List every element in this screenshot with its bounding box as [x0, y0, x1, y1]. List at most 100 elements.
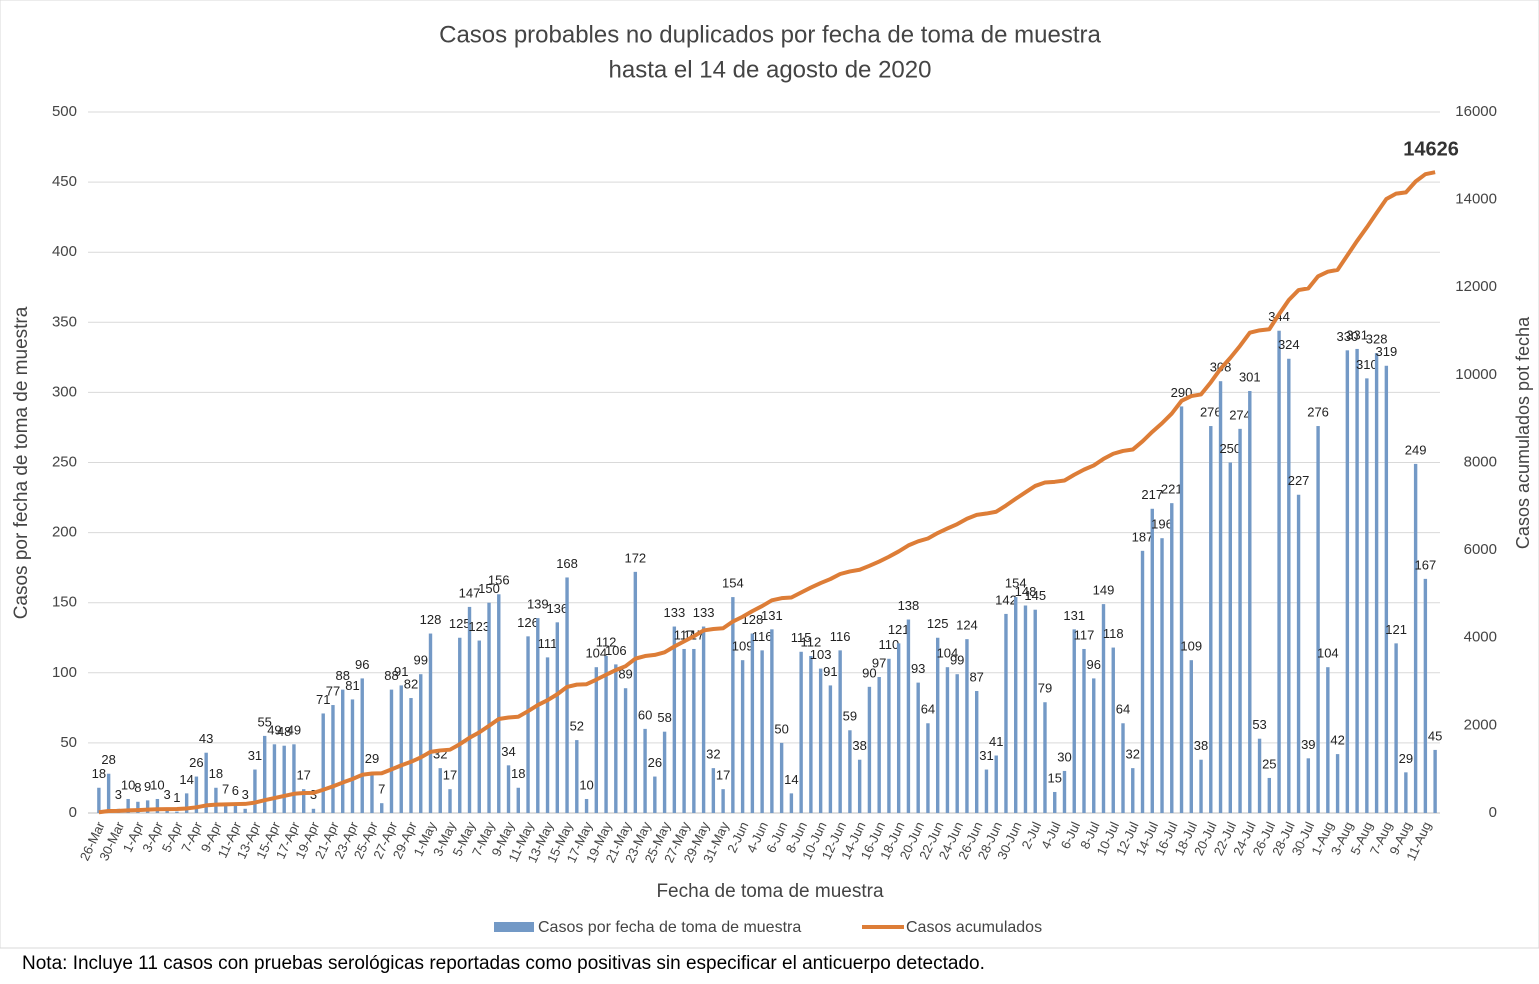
y2-tick-label: 0 [1489, 804, 1497, 821]
bar [877, 677, 881, 813]
bar [380, 803, 384, 813]
data-label: 97 [872, 655, 886, 670]
data-label: 110 [879, 637, 900, 652]
bar [838, 650, 842, 813]
bar [448, 789, 452, 813]
bar [526, 636, 530, 813]
data-label: 128 [420, 612, 442, 627]
bar [1160, 538, 1164, 813]
data-label: 8 [134, 780, 141, 795]
line [98, 170, 1436, 815]
data-label: 29 [365, 751, 379, 766]
bar [477, 640, 481, 813]
bar [1365, 378, 1369, 813]
data-label: 167 [1415, 557, 1437, 572]
data-label: 310 [1356, 357, 1378, 372]
data-label: 42 [1330, 733, 1344, 748]
data-label: 250 [1219, 441, 1241, 456]
data-label: 60 [638, 707, 652, 722]
data-label: 7 [378, 782, 385, 797]
bar [1209, 426, 1213, 813]
bar [1433, 749, 1437, 813]
data-label: 109 [732, 639, 754, 654]
data-label: 112 [801, 634, 822, 649]
data-label: 319 [1376, 344, 1398, 359]
bar [1053, 791, 1057, 813]
bar [536, 618, 540, 813]
bar [106, 773, 111, 813]
y-axis-label: Casos por fecha de toma de muestra [11, 306, 32, 619]
data-label: 116 [830, 629, 851, 644]
bar [341, 689, 345, 813]
data-label: 301 [1239, 369, 1261, 384]
data-label: 125 [927, 616, 949, 631]
legend-label: Casos acumulados [906, 919, 1042, 936]
data-label: 89 [618, 667, 632, 682]
bar [653, 776, 657, 813]
data-label: 10 [579, 777, 593, 792]
data-label: 117 [1074, 627, 1095, 642]
y2-axis-label: Casos acumulados pot fecha [1513, 316, 1533, 549]
bar [204, 752, 208, 813]
chart-title: Casos probables no duplicados por fecha … [439, 21, 1101, 48]
bar [214, 787, 218, 813]
bar [1150, 508, 1154, 813]
data-label: 64 [921, 702, 935, 717]
bar [740, 660, 745, 813]
data-label: 58 [657, 710, 671, 725]
bar [994, 755, 998, 813]
data-label: 77 [326, 683, 340, 698]
data-label: 249 [1405, 442, 1427, 457]
data-label: 59 [843, 709, 857, 724]
data-label: 18 [92, 766, 106, 781]
data-label: 172 [624, 550, 646, 565]
bar [1082, 648, 1086, 813]
data-label: 39 [1301, 737, 1315, 752]
data-label: 53 [1252, 717, 1266, 732]
bar [633, 571, 638, 813]
bar [770, 629, 774, 813]
bar [1345, 350, 1350, 813]
data-label: 125 [449, 616, 471, 631]
bar [1335, 754, 1340, 813]
bar [643, 728, 647, 813]
bar [1092, 678, 1096, 813]
y-tick-label: 200 [52, 524, 77, 541]
bar [945, 667, 950, 813]
bar [1306, 758, 1311, 813]
data-label: 26 [648, 755, 662, 770]
data-label: 156 [488, 573, 510, 588]
y-tick-label: 0 [69, 804, 77, 821]
data-label: 14 [784, 772, 798, 787]
data-label: 109 [1180, 639, 1202, 654]
bar [916, 682, 920, 813]
data-label: 32 [706, 747, 720, 762]
bar [809, 655, 813, 813]
bar [896, 643, 901, 813]
bar [1228, 462, 1232, 813]
bar [126, 798, 130, 813]
data-label: 3 [242, 787, 249, 802]
data-label: 116 [752, 629, 773, 644]
bar [545, 657, 550, 813]
bar [262, 735, 267, 813]
data-label: 3 [115, 787, 122, 802]
data-label: 3 [164, 787, 171, 802]
y-tick-label: 350 [52, 313, 77, 330]
bar [458, 637, 462, 813]
bar [760, 650, 764, 813]
bar [701, 626, 706, 813]
data-label: 38 [1194, 738, 1208, 753]
data-label: 149 [1093, 583, 1115, 598]
bar [623, 688, 628, 813]
data-label: 104 [1317, 646, 1339, 661]
data-label: 25 [1262, 756, 1276, 771]
data-label: 145 [1024, 588, 1046, 603]
data-label: 91 [394, 664, 408, 679]
data-label: 55 [257, 714, 271, 729]
data-label: 14626 [1403, 138, 1459, 160]
y-tick-label: 50 [60, 734, 77, 751]
data-label: 187 [1132, 529, 1154, 544]
bar [818, 668, 823, 813]
y2-tick-label: 6000 [1464, 541, 1497, 558]
